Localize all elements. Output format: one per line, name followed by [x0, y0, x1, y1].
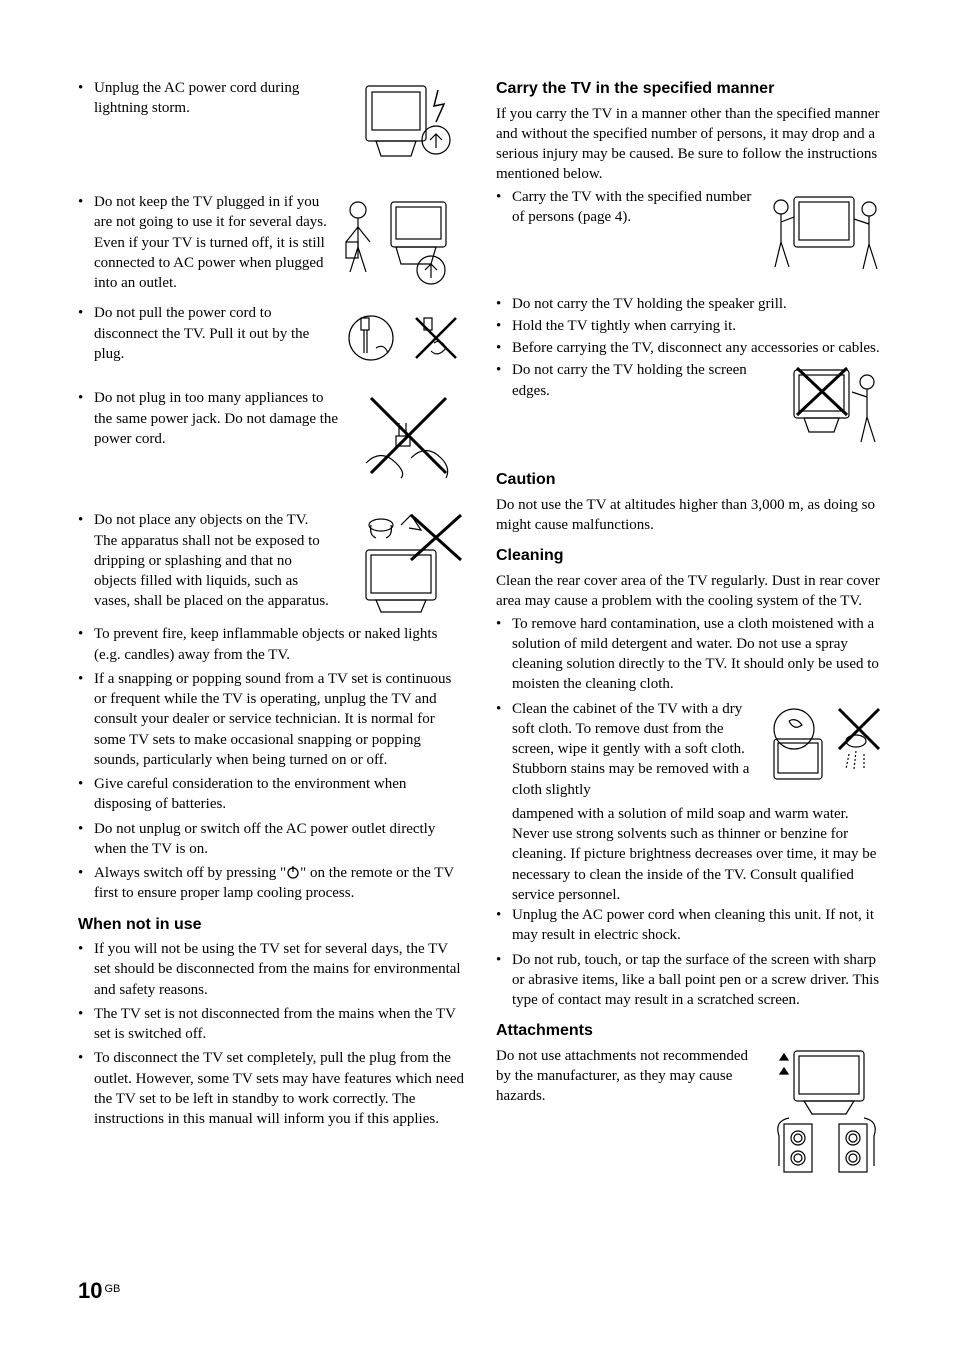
illustration-pull-plug — [346, 303, 466, 378]
left-column: • Unplug the AC power cord during lightn… — [78, 78, 466, 1176]
safety-item: • Do not unplug or switch off the AC pow… — [78, 819, 466, 860]
safety-item: • Do not place any objects on the TV. Th… — [78, 510, 466, 620]
safety-item: • To prevent fire, keep inflammable obje… — [78, 624, 466, 665]
safety-text: To prevent fire, keep inflammable object… — [94, 624, 466, 665]
safety-text: Do not place any objects on the TV. The … — [94, 510, 341, 620]
safety-item: • Do not pull the power cord to disconne… — [78, 303, 466, 378]
illustration-carry-persons — [769, 187, 884, 282]
heading-carry: Carry the TV in the specified manner — [496, 78, 884, 100]
heading-cleaning: Cleaning — [496, 545, 884, 567]
safety-item: • Unplug the AC power cord during lightn… — [78, 78, 466, 168]
cleaning-item: •To remove hard contamination, use a clo… — [496, 614, 884, 695]
heading-when-not-in-use: When not in use — [78, 914, 466, 936]
safety-text: Give careful consideration to the enviro… — [94, 774, 466, 815]
cleaning-item: •Clean the cabinet of the TV with a dry … — [496, 699, 884, 804]
carry-item: • Do not carry the TV holding the screen… — [496, 360, 884, 455]
safety-item: • Always switch off by pressing "" on th… — [78, 863, 466, 904]
safety-item: • Give careful consideration to the envi… — [78, 774, 466, 815]
when-not-item: •If you will not be using the TV set for… — [78, 939, 466, 1000]
carry-item: • Carry the TV with the specified number… — [496, 187, 884, 282]
carry-item: •Hold the TV tightly when carrying it. — [496, 316, 884, 336]
illustration-attachments — [764, 1046, 884, 1176]
safety-text: Always switch off by pressing "" on the … — [94, 863, 466, 904]
cleaning-item: •Unplug the AC power cord when cleaning … — [496, 905, 884, 946]
illustration-no-edges — [769, 360, 884, 455]
safety-text: If a snapping or popping sound from a TV… — [94, 669, 466, 770]
right-column: Carry the TV in the specified manner If … — [496, 78, 884, 1176]
cleaning-item: •Do not rub, touch, or tap the surface o… — [496, 950, 884, 1011]
illustration-cleaning — [764, 699, 884, 789]
safety-text: Do not plug in too many appliances to th… — [94, 388, 351, 488]
illustration-unplug-days — [336, 192, 466, 292]
illustration-no-objects — [341, 510, 466, 620]
cleaning-text-continuation: dampened with a solution of mild soap an… — [496, 804, 884, 905]
safety-text: Do not unplug or switch off the AC power… — [94, 819, 466, 860]
power-icon — [286, 865, 300, 879]
when-not-item: •The TV set is not disconnected from the… — [78, 1004, 466, 1045]
when-not-item: •To disconnect the TV set completely, pu… — [78, 1048, 466, 1129]
safety-text: Do not keep the TV plugged in if you are… — [94, 192, 336, 293]
carry-item: •Before carrying the TV, disconnect any … — [496, 338, 884, 358]
safety-text: Do not pull the power cord to disconnect… — [94, 303, 346, 378]
cleaning-text-part: Clean the cabinet of the TV with a dry s… — [512, 701, 749, 798]
heading-caution: Caution — [496, 469, 884, 491]
illustration-power-jack — [351, 388, 466, 488]
attachments-text: Do not use attachments not recommended b… — [496, 1046, 764, 1176]
safety-item: • Do not plug in too many appliances to … — [78, 388, 466, 488]
safety-text: Unplug the AC power cord during lightnin… — [94, 78, 356, 168]
carry-intro: If you carry the TV in a manner other th… — [496, 104, 884, 185]
heading-attachments: Attachments — [496, 1020, 884, 1042]
carry-item: •Do not carry the TV holding the speaker… — [496, 294, 884, 314]
cleaning-intro: Clean the rear cover area of the TV regu… — [496, 571, 884, 612]
caution-text: Do not use the TV at altitudes higher th… — [496, 495, 884, 536]
illustration-lightning — [356, 78, 466, 168]
safety-item: • If a snapping or popping sound from a … — [78, 669, 466, 770]
page-number: 10GB — [78, 1276, 120, 1306]
safety-item: • Do not keep the TV plugged in if you a… — [78, 192, 466, 293]
